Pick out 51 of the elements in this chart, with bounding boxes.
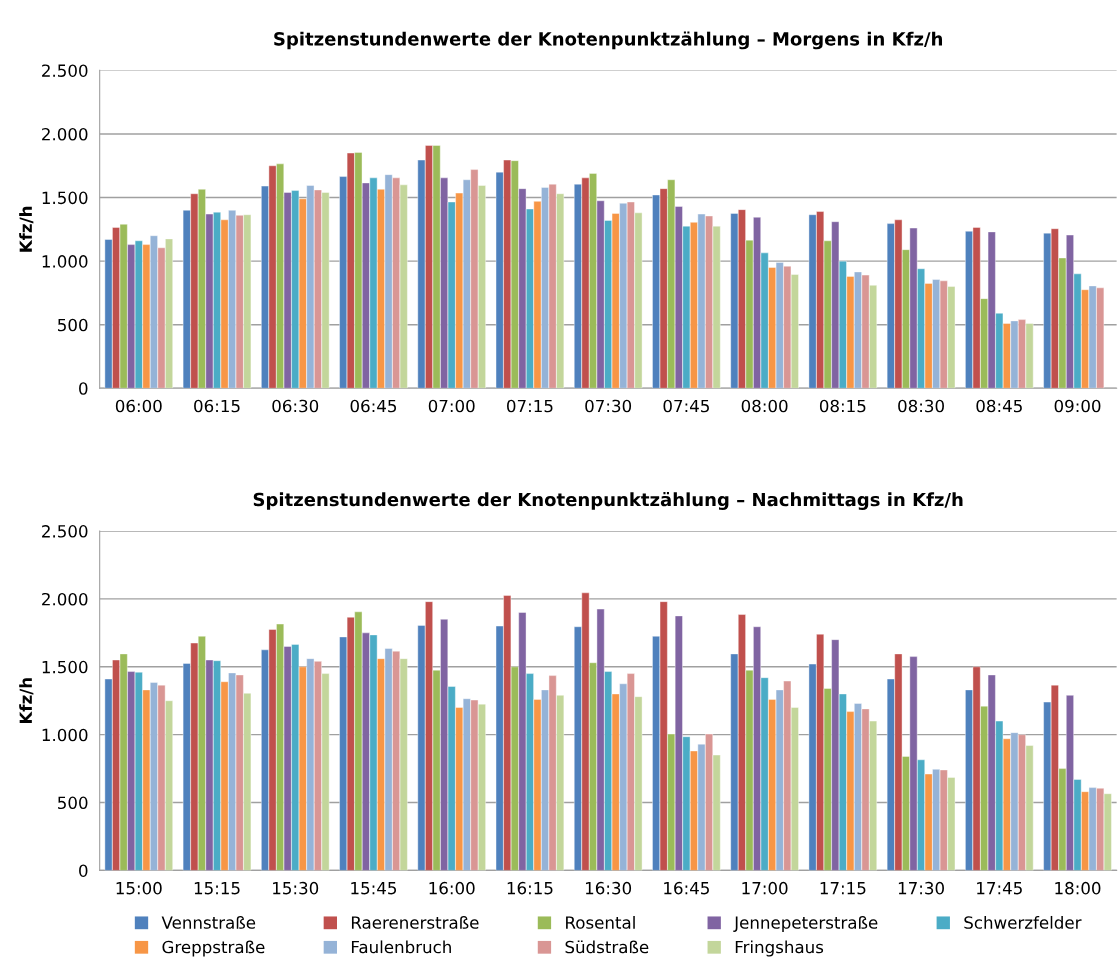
x-tick-label: 06:45	[350, 399, 397, 413]
x-tick-label: 07:45	[663, 399, 709, 413]
legend-label: Greppstraße	[162, 940, 265, 957]
x-tick-label: 17:00	[742, 881, 788, 895]
x-tick-label: 06:00	[115, 399, 162, 413]
y-tick-label: 2.500	[42, 64, 88, 77]
y-tick-label: 500	[58, 318, 88, 332]
y-tick-label: 1.000	[42, 728, 88, 742]
chart-title: Spitzenstundenwerte der Knotenpunktzählung – Morgens in Kfz/h	[274, 31, 943, 50]
legend-label: Jennepeterstraße	[733, 915, 878, 933]
x-tick-label: 07:15	[507, 399, 553, 413]
y-axis-title: Kfz/h	[19, 678, 34, 724]
y-tick-label: 2.500	[42, 525, 88, 538]
chart-title: Spitzenstundenwerte der Knotenpunktzählung – Nachmittags in Kfz/h	[253, 492, 963, 510]
legend-label: Faulenbruch	[351, 940, 451, 954]
x-tick-label: 15:45	[351, 882, 397, 895]
legend-label: Schwerzfelder	[964, 915, 1082, 929]
y-tick-label: 0	[79, 864, 88, 877]
x-tick-label: 16:45	[664, 881, 709, 895]
legend-label: Rosental	[566, 915, 635, 929]
legend-label: Raerenerstraße	[351, 915, 479, 929]
y-tick-label: 1.000	[42, 255, 88, 268]
legend-label: Südstraße	[565, 940, 649, 954]
x-tick-label: 17:45	[977, 882, 1022, 895]
x-tick-label: 15:15	[194, 882, 240, 895]
x-tick-label: 15:30	[273, 881, 319, 895]
x-tick-label: 17:30	[898, 881, 944, 895]
x-tick-label: 18:00	[1055, 881, 1101, 895]
x-tick-label: 07:00	[428, 399, 475, 413]
y-tick-label: 2.000	[42, 127, 88, 141]
x-tick-label: 16:00	[429, 881, 475, 895]
y-tick-label: 1.500	[42, 660, 88, 674]
y-tick-label: 2.000	[42, 592, 88, 606]
x-tick-label: 06:15	[194, 399, 240, 413]
x-tick-label: 16:30	[585, 881, 632, 895]
x-tick-label: 17:15	[820, 882, 866, 895]
legend-label: Vennstraße	[161, 915, 256, 929]
legend-label: Fringshaus	[735, 940, 824, 957]
x-tick-label: 16:15	[507, 881, 553, 895]
y-axis-title: Kfz/h	[19, 206, 34, 252]
y-tick-label: 1.500	[42, 191, 88, 205]
x-tick-label: 15:00	[116, 881, 162, 895]
x-tick-label: 07:30	[585, 399, 632, 413]
x-tick-label: 09:00	[1054, 399, 1101, 413]
x-tick-label: 08:30	[898, 399, 944, 413]
y-tick-label: 500	[58, 796, 88, 810]
x-tick-label: 08:00	[741, 399, 788, 413]
x-tick-label: 08:15	[819, 399, 866, 413]
x-tick-label: 06:30	[272, 399, 319, 413]
y-tick-label: 0	[79, 382, 88, 395]
x-tick-label: 08:45	[976, 399, 1022, 413]
